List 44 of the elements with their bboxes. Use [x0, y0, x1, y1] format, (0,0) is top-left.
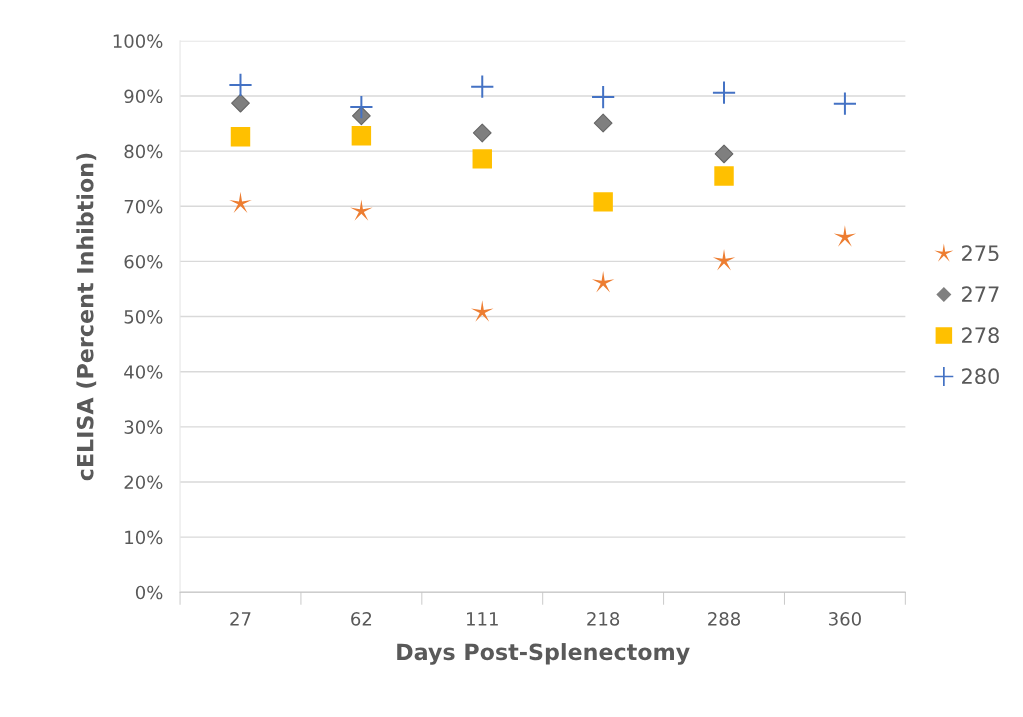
y-tick-label: 0%: [135, 585, 163, 600]
point: [592, 86, 615, 109]
point: [350, 95, 373, 119]
y-tick-label: 60%: [124, 254, 163, 269]
point: [231, 93, 250, 113]
point: [714, 144, 734, 164]
point: [471, 300, 494, 322]
legend-label: 278: [962, 327, 999, 344]
point: [712, 81, 736, 104]
y-tick-label: 70%: [124, 199, 163, 214]
y-tick-label: 90%: [124, 89, 163, 104]
x-tick-label: 111: [467, 612, 498, 626]
y-tick-label: 50%: [124, 310, 163, 324]
y-tick-label: 40%: [124, 365, 163, 379]
point: [833, 92, 857, 115]
legend-label: 277: [962, 286, 999, 302]
y-tick-label: 80%: [124, 144, 163, 159]
x-tick-label: 360: [829, 612, 861, 626]
y-tick-label: 20%: [124, 475, 163, 490]
point: [472, 149, 492, 169]
x-tick-label: 27: [230, 612, 251, 626]
legend-label: 280: [962, 368, 999, 385]
point: [593, 113, 613, 133]
point: [229, 73, 252, 97]
point: [833, 225, 857, 247]
point: [351, 125, 372, 146]
x-axis-title: Days Post-Splenectomy: [397, 643, 690, 665]
point: [229, 191, 252, 214]
point: [471, 75, 494, 98]
point: [593, 192, 613, 212]
x-tick-label: 62: [351, 612, 372, 626]
point: [712, 249, 736, 271]
legend-label: 275: [962, 245, 999, 262]
point: [714, 166, 734, 186]
point: [591, 271, 615, 293]
y-tick-label: 100%: [113, 34, 163, 48]
x-tick-label: 218: [587, 612, 620, 626]
point: [350, 199, 373, 221]
point: [472, 123, 492, 143]
y-tick-label: 30%: [124, 420, 163, 434]
y-axis-title: cELISA (Percent Inhibtion): [76, 153, 97, 481]
x-tick-label: 288: [708, 612, 741, 626]
y-tick-label: 10%: [125, 530, 163, 545]
point: [230, 127, 251, 147]
